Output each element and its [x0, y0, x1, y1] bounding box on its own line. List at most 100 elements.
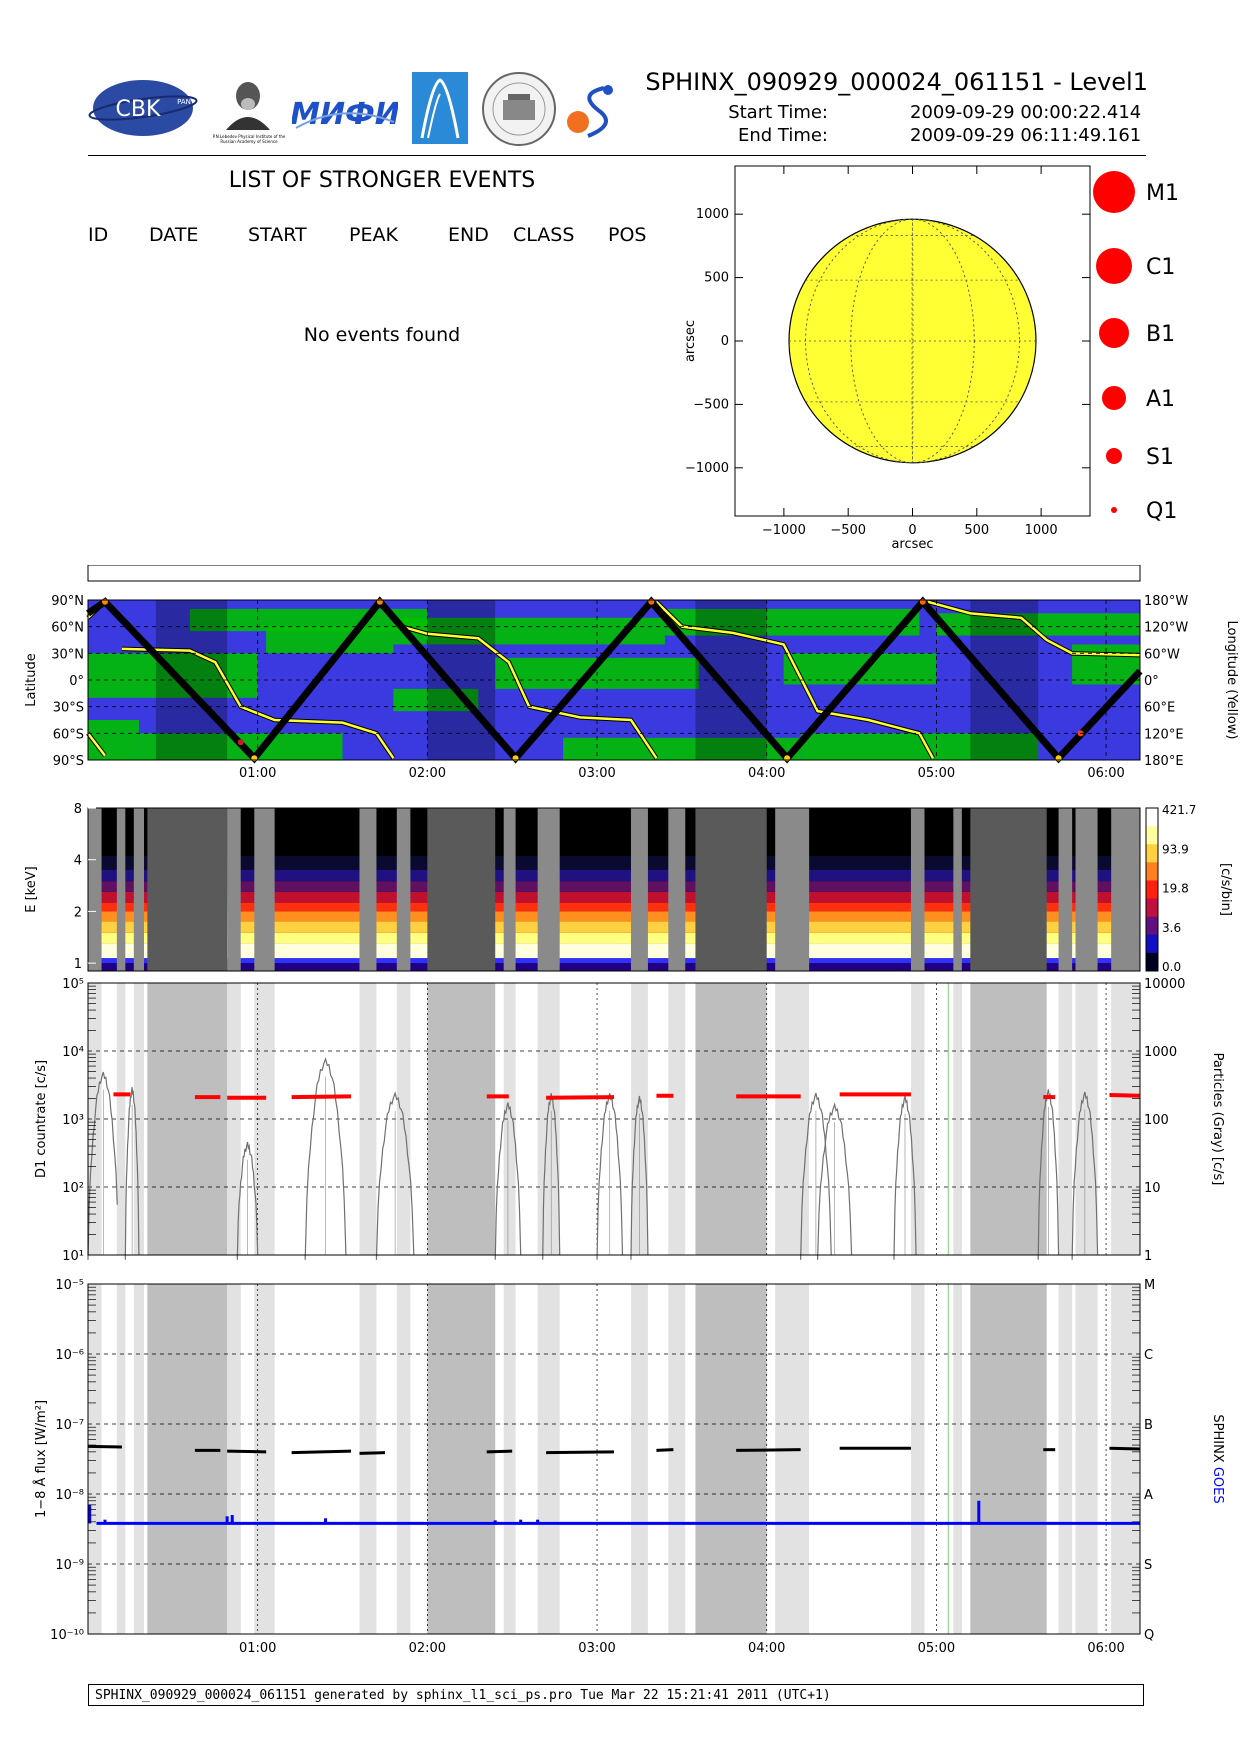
sun-xlabel: arcsec [891, 537, 933, 552]
d1-ytick-label-right: 100 [1144, 1113, 1169, 1128]
flux-xtick-label: 03:00 [578, 1641, 615, 1656]
sun-xtick-label: 500 [964, 523, 989, 538]
particle-count-trace [87, 1071, 118, 1260]
data-gap-minor [359, 1284, 377, 1634]
time-series-panels: 90°N 180°W 60°N 120°W 30°N 60°W 0° 0° 30°S 60°E 60… [24, 565, 1239, 1656]
particle-count-trace [542, 1093, 561, 1260]
d1-ytick-label: 10² [62, 1181, 84, 1196]
d1-ylabel-right: Particles (Gray) [c/s] [1210, 1053, 1225, 1186]
lebedev-portrait [226, 82, 270, 130]
colorbar-tick-label: 421.7 [1162, 803, 1196, 817]
start-time-value: 2009-09-29 00:00:22.414 [910, 102, 1142, 123]
legend-marker-q1 [1111, 507, 1117, 513]
sphinx-logo [560, 76, 622, 142]
sun-ylabel: arcsec [683, 320, 698, 362]
spectrogram-ytick-label: 2 [74, 905, 82, 920]
flux-ytick-label: 10⁻¹⁰ [50, 1628, 84, 1643]
orbit-ytick-label-right: 0° [1144, 674, 1159, 689]
data-gap-minor [630, 808, 648, 971]
geomagnetic-region [88, 720, 139, 760]
flux-xtick-label: 01:00 [239, 1641, 276, 1656]
sphinx-flux-trace [227, 1449, 267, 1454]
flux-ytick-label: 10⁻⁵ [55, 1278, 84, 1293]
flux-xtick-label: 04:00 [748, 1641, 785, 1656]
legend-label-s1: S1 [1146, 445, 1174, 470]
disc-meridian [911, 218, 914, 464]
particle-count-trace [236, 1141, 259, 1260]
end-time-value: 2009-09-29 06:11:49.161 [910, 125, 1142, 146]
class-legend: M1 C1 B1 A1 S1 Q1 [1090, 158, 1200, 538]
orbit-ytick-label: 30°S [53, 701, 84, 716]
data-gap-minor [775, 1284, 810, 1634]
track-flux-marker [237, 739, 244, 746]
page-title: SPHINX_090929_000024_061151 - Level1 [645, 68, 1148, 96]
colorbar-segment [1146, 862, 1158, 881]
colorbar-tick-label: 19.8 [1162, 882, 1189, 896]
d1-ytick-label: 10³ [62, 1113, 84, 1128]
goes-flux-spike [88, 1504, 92, 1524]
spectral-band [88, 881, 1140, 892]
orbit-ylabel: Latitude [24, 653, 39, 707]
d1-ylabel: D1 countrate [c/s] [34, 1060, 49, 1178]
orbit-xtick-label: 03:00 [578, 766, 615, 781]
data-gap-minor [1075, 808, 1098, 971]
flux-xtick-label: 06:00 [1087, 1641, 1124, 1656]
goes-flux-spike [536, 1519, 540, 1524]
flux-ylabel-right: SPHINX GOES [1210, 1414, 1225, 1503]
goes-flux-spike [977, 1500, 981, 1524]
data-gap-minor [1111, 808, 1140, 971]
longitude-track [378, 600, 658, 759]
d1-ytick-label-right: 10000 [1144, 977, 1185, 992]
data-gap-minor [396, 1284, 411, 1634]
sun-ytick-label: 0 [721, 334, 729, 349]
spectral-band [88, 911, 1140, 922]
flux-xtick-label: 02:00 [409, 1641, 446, 1656]
legend-marker-b1 [1099, 318, 1129, 348]
spectral-band [88, 856, 1140, 870]
data-gap-minor [503, 808, 516, 971]
particle-count-trace [124, 1087, 140, 1260]
orbit-ytick-label-right: 60°W [1144, 647, 1180, 662]
orbit-ytick-label: 60°N [51, 621, 84, 636]
spectral-band [88, 932, 1140, 944]
orbit-ytick-label: 90°S [53, 754, 84, 769]
data-gap-major [427, 808, 496, 971]
data-gap-minor [668, 1284, 686, 1634]
orbit-xtick-label: 02:00 [409, 766, 446, 781]
spectral-band [88, 869, 1140, 882]
sphinx-flux-trace [87, 1444, 122, 1449]
events-col-end: END [448, 224, 489, 246]
data-gap-minor [396, 808, 411, 971]
flux-class-label: B [1144, 1418, 1153, 1433]
colorbar-frame [1145, 807, 1159, 972]
cbk-logo-text: CBK [116, 97, 161, 122]
header-divider [88, 155, 1146, 156]
mifi-logo-graphic: МИФИ [290, 97, 400, 132]
orbit-ylabel-right: Longitude (Yellow) [1224, 621, 1239, 740]
colorbar-segment [1146, 898, 1158, 918]
data-gap-minor [630, 1284, 648, 1634]
data-gap-minor [133, 808, 144, 971]
data-gap-minor [775, 808, 810, 971]
seal-logo-graphic [482, 72, 556, 146]
sun-ytick-label: −500 [693, 397, 729, 412]
data-gap-minor [1111, 1284, 1140, 1634]
spectrogram-ytick-label: 1 [74, 957, 82, 972]
flux-ytick-label: 10⁻⁸ [55, 1488, 84, 1503]
data-gap-minor [133, 1284, 144, 1634]
data-gap-minor [537, 983, 560, 1255]
colorbar-segment [1146, 808, 1158, 827]
data-gap-minor [910, 1284, 925, 1634]
data-gap-minor [254, 808, 275, 971]
colorbar-segment [1146, 952, 1158, 972]
d1-ytick-label-right: 1000 [1144, 1045, 1177, 1060]
d1-ytick-label: 10⁴ [62, 1045, 84, 1060]
particle-count-trace [375, 1091, 415, 1260]
spectrogram-ytick-label: 4 [74, 854, 82, 869]
colorbar-segment [1146, 844, 1158, 863]
longitude-track [655, 600, 935, 759]
flux-class-label: C [1144, 1348, 1153, 1363]
flux-xtick-label: 05:00 [918, 1641, 955, 1656]
goes-flux-spike [519, 1519, 523, 1524]
sphinx-flux-trace [291, 1449, 352, 1455]
